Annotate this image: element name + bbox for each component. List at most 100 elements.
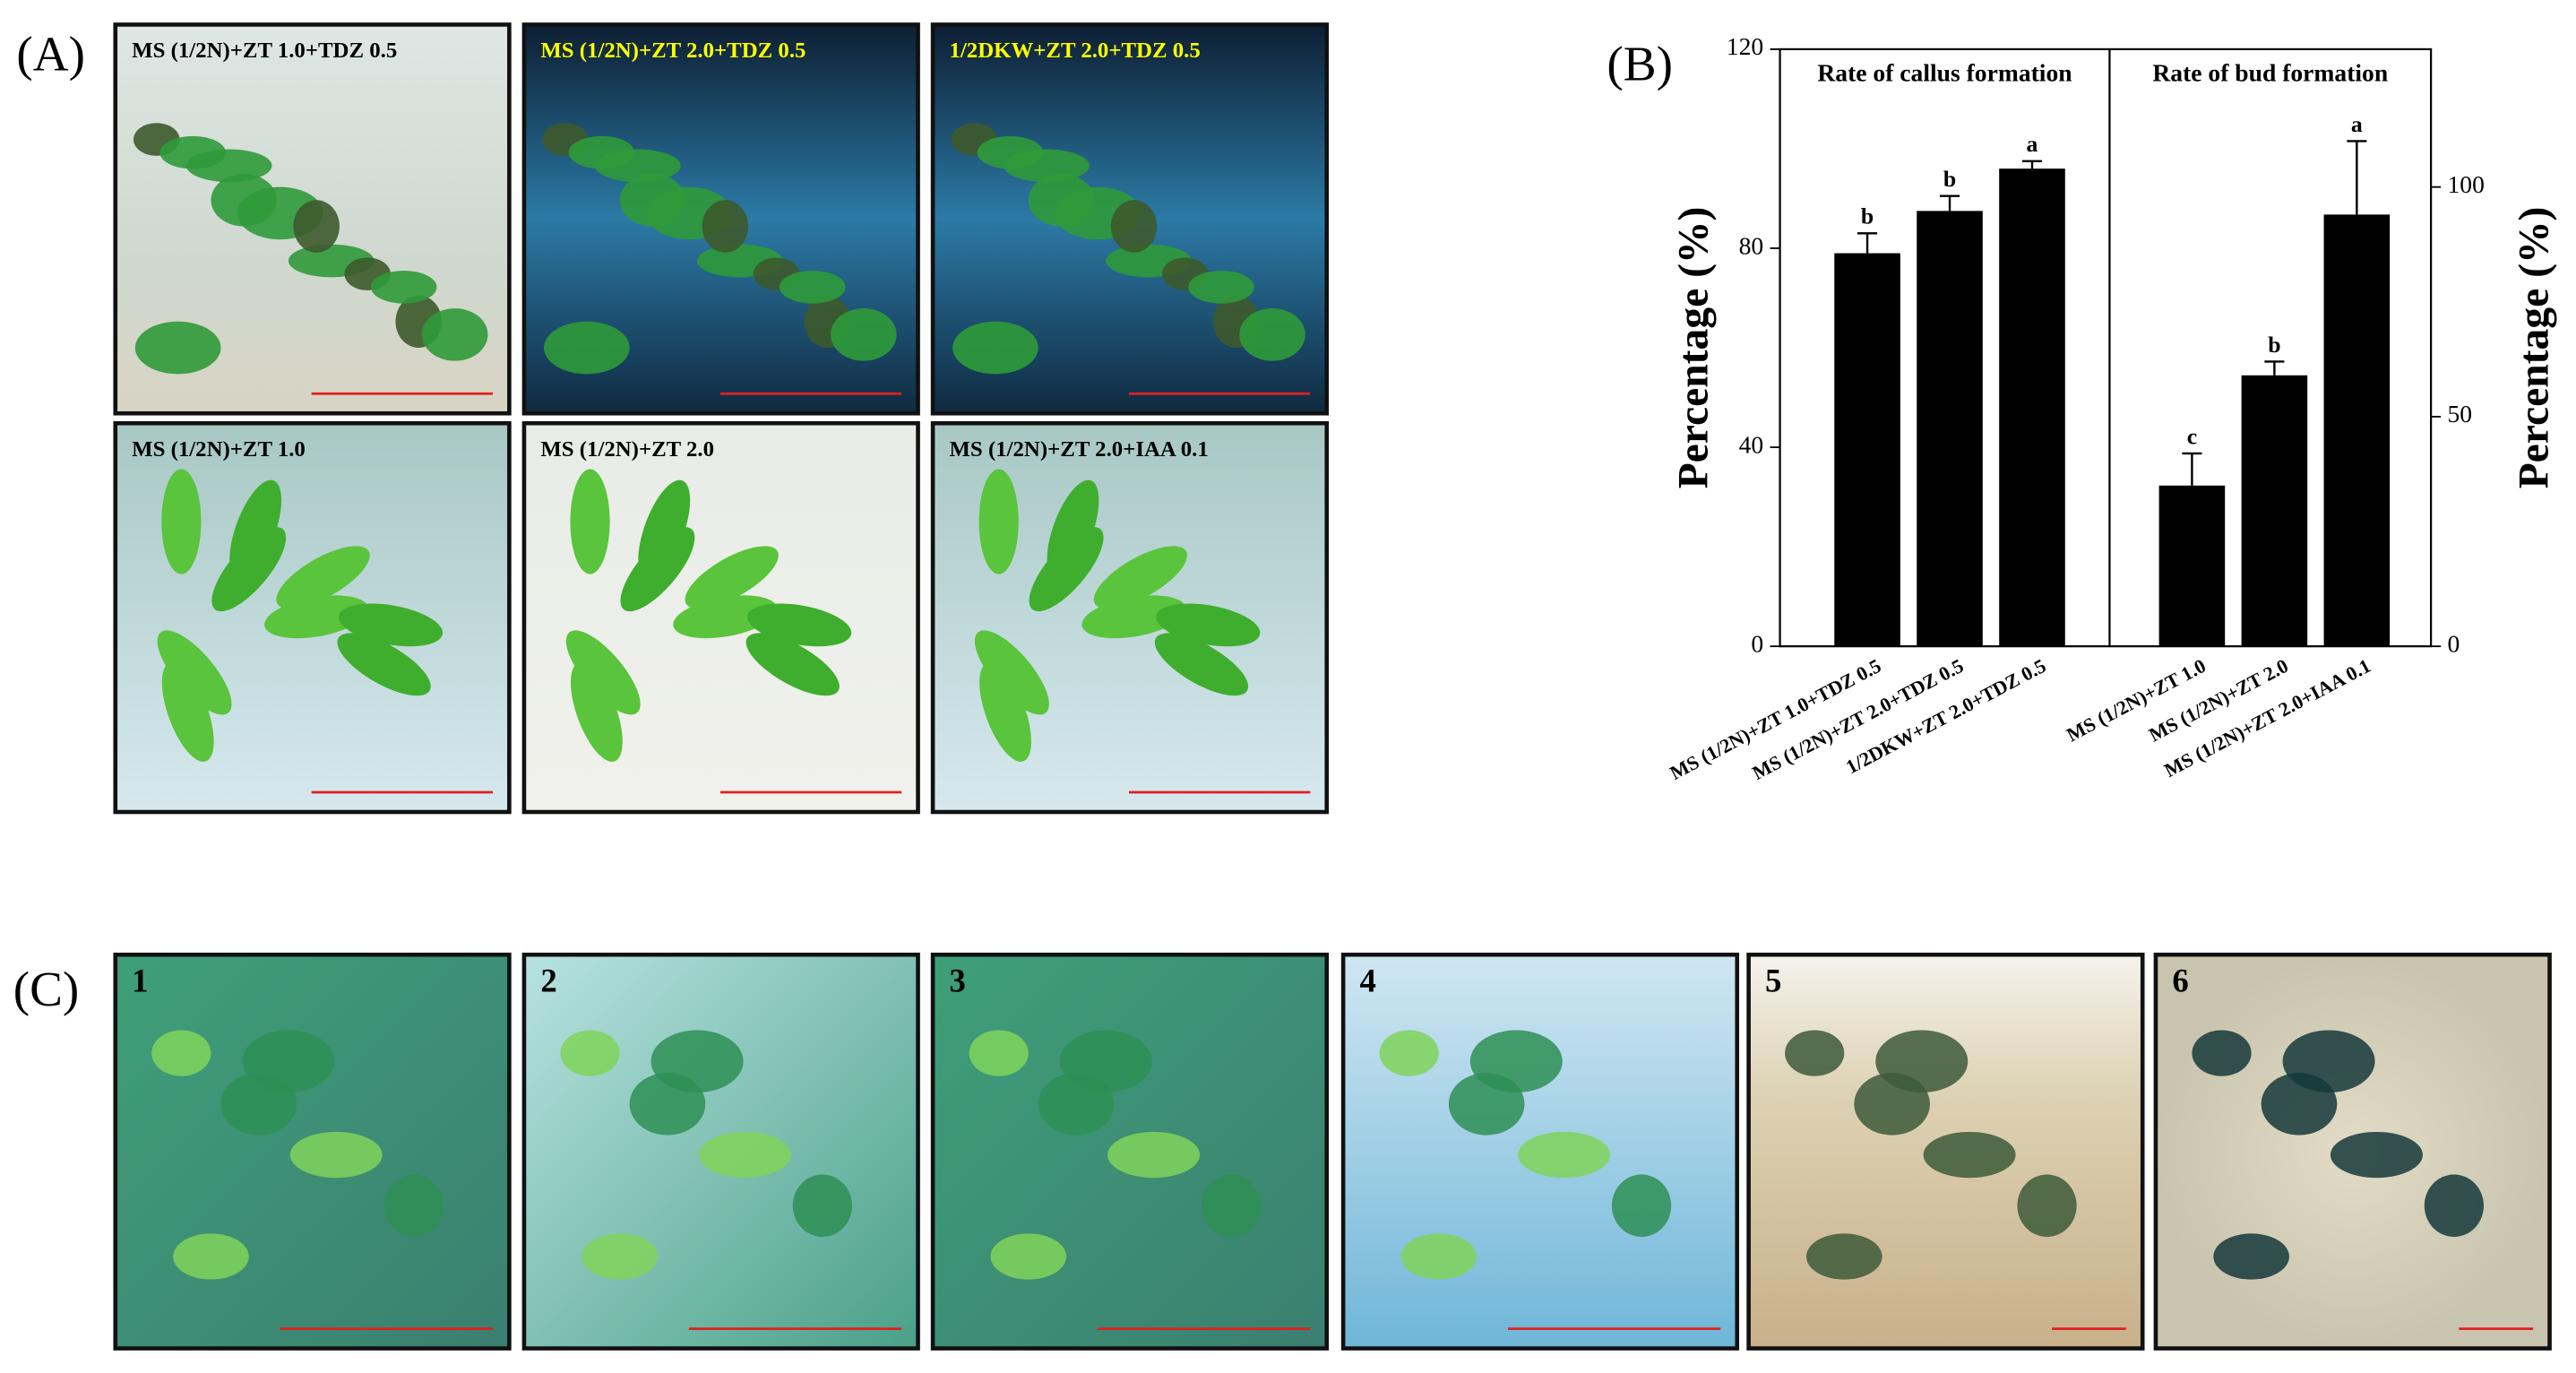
- plant-tissue: [1611, 1174, 1672, 1238]
- photo: 3: [930, 952, 1330, 1351]
- plant-tissue: [173, 1233, 249, 1280]
- photo-caption: MS (1/2N)+ZT 2.0+TDZ 0.5: [540, 39, 806, 63]
- plant-tissue: [134, 321, 221, 375]
- y2-tick-label: 100: [2448, 170, 2485, 198]
- photo-number: 4: [1360, 963, 1376, 999]
- leaf: [747, 603, 852, 647]
- plant-tissue: [370, 271, 437, 304]
- plant-tissue: [560, 1030, 620, 1076]
- plant-tissue: [990, 1233, 1067, 1280]
- significance-letter: c: [2187, 423, 2197, 449]
- photo: MS (1/2N)+ZT 2.0+TDZ 0.5: [521, 22, 920, 416]
- plant-tissue: [780, 271, 846, 304]
- plant-tissue: [1469, 1030, 1563, 1093]
- photo: MS (1/2N)+ZT 2.0+IAA 0.1: [930, 420, 1330, 815]
- plant-tissue: [1518, 1131, 1611, 1179]
- plant-tissue: [2213, 1233, 2289, 1280]
- leaf: [229, 479, 282, 580]
- leaf: [1154, 633, 1249, 696]
- photo: 5: [1746, 952, 2145, 1351]
- photo-caption: MS (1/2N)+ZT 2.0: [540, 437, 714, 462]
- plant-tissue: [1004, 149, 1090, 183]
- plant-tissue: [792, 1174, 852, 1238]
- y-axis-title: Percentage (%): [1669, 207, 1717, 489]
- plant-tissue: [1875, 1030, 1969, 1093]
- bar-chart: 0 40 80 120 0 50 100 Percentage (%) Percentage (…: [1666, 32, 2557, 784]
- plant-tissue: [1923, 1131, 2016, 1179]
- plant-tissue: [1107, 1131, 1201, 1179]
- photo-caption: MS (1/2N)+ZT 1.0: [132, 437, 306, 462]
- panel-label: (A): [16, 27, 85, 82]
- plant-tissue: [185, 149, 272, 183]
- plant-tissue: [293, 200, 340, 253]
- y2-tick-label: 50: [2448, 400, 2473, 427]
- plant-tissue: [1239, 308, 1305, 361]
- leaf: [570, 661, 623, 762]
- plant-tissue: [831, 308, 897, 361]
- plant-tissue: [1805, 1233, 1882, 1280]
- photo-caption: 1/2DKW+ZT 2.0+TDZ 0.5: [950, 39, 1201, 63]
- leaf: [1156, 603, 1261, 647]
- panel-label: (B): [1607, 37, 1673, 91]
- plant-tissue: [1379, 1030, 1439, 1076]
- plant-tissue: [2017, 1174, 2077, 1238]
- photo: MS (1/2N)+ZT 2.0: [521, 420, 920, 815]
- photo-number: 2: [540, 963, 556, 999]
- plant-tissue: [242, 1030, 335, 1093]
- significance-letter: b: [2268, 332, 2280, 358]
- significance-letter: a: [2027, 131, 2038, 157]
- leaf: [638, 479, 691, 580]
- plant-tissue: [650, 1030, 744, 1093]
- leaf: [565, 630, 641, 715]
- plant-tissue: [582, 1233, 658, 1280]
- plant-tissue: [421, 308, 488, 361]
- plant-tissue: [1110, 200, 1158, 253]
- plant-tissue: [969, 1030, 1029, 1076]
- photo: 6: [2153, 952, 2552, 1351]
- leaf: [974, 630, 1049, 715]
- leaf: [570, 469, 610, 574]
- leaf: [337, 633, 431, 696]
- leaf: [276, 546, 370, 609]
- bar: [2158, 485, 2226, 647]
- plant-tissue: [2424, 1174, 2484, 1238]
- photo-number: 1: [132, 963, 148, 999]
- plant-tissue: [151, 1030, 211, 1076]
- plant-tissue: [1188, 271, 1254, 304]
- plant-tissue: [289, 1131, 383, 1179]
- y2-tick-label: 0: [2448, 630, 2460, 658]
- photo-number: 5: [1765, 963, 1781, 999]
- plant-tissue: [2282, 1030, 2375, 1093]
- plant-tissue: [595, 149, 681, 183]
- bar: [2241, 375, 2308, 647]
- y-tick-label: 0: [1751, 630, 1763, 658]
- photo: 2: [521, 952, 920, 1351]
- photo: 1/2DKW+ZT 2.0+TDZ 0.5: [930, 22, 1330, 416]
- bar: [2323, 214, 2391, 647]
- photo: 1: [113, 952, 512, 1351]
- y-tick-label: 80: [1739, 231, 1764, 259]
- y-tick-label: 40: [1739, 430, 1764, 458]
- plant-tissue: [2330, 1131, 2423, 1179]
- photo: 4: [1340, 952, 1740, 1351]
- leaf: [1047, 479, 1099, 580]
- y-tick-label: 120: [1727, 32, 1763, 60]
- leaf: [1093, 546, 1188, 609]
- leaf: [157, 630, 232, 715]
- leaf: [745, 633, 840, 696]
- photo-number: 6: [2172, 963, 2188, 999]
- panel-label: (C): [13, 962, 80, 1016]
- y2-axis-title: Percentage (%): [2511, 207, 2558, 489]
- plant-tissue: [1400, 1233, 1478, 1280]
- plant-tissue: [952, 321, 1038, 375]
- plant-tissue: [2192, 1030, 2252, 1076]
- plant-tissue: [383, 1174, 444, 1238]
- leaf: [979, 661, 1031, 762]
- significance-letter: b: [1861, 203, 1874, 229]
- leaf: [161, 469, 202, 574]
- leaf: [978, 469, 1019, 574]
- significance-letter: a: [2351, 111, 2363, 137]
- photo-caption: MS (1/2N)+ZT 2.0+IAA 0.1: [950, 437, 1209, 462]
- bar: [1834, 253, 1900, 647]
